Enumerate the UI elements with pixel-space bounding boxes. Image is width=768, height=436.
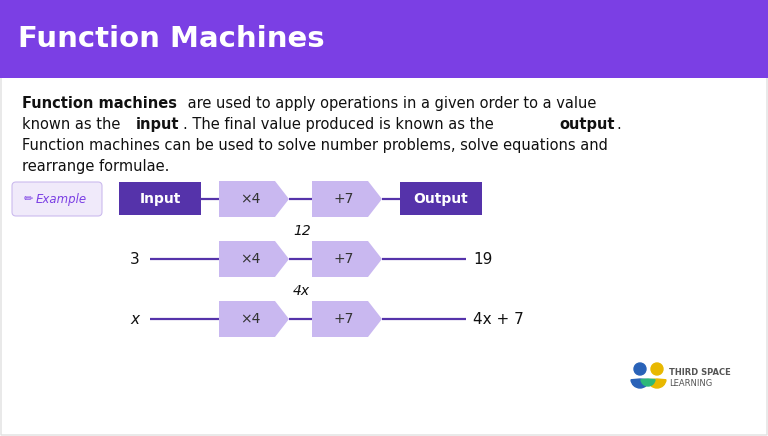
Text: Output: Output	[414, 192, 468, 206]
Text: . The final value produced is known as the: . The final value produced is known as t…	[183, 117, 498, 132]
Text: Function machines: Function machines	[22, 96, 177, 111]
Wedge shape	[631, 379, 649, 388]
Polygon shape	[219, 301, 289, 337]
Circle shape	[634, 363, 646, 375]
Circle shape	[651, 363, 663, 375]
Text: ×4: ×4	[240, 192, 260, 206]
Text: +7: +7	[333, 252, 354, 266]
Text: Function machines can be used to solve number problems, solve equations and: Function machines can be used to solve n…	[22, 138, 608, 153]
Text: LEARNING: LEARNING	[669, 378, 712, 388]
Wedge shape	[648, 379, 666, 388]
Text: +7: +7	[333, 192, 354, 206]
Text: Function Machines: Function Machines	[18, 25, 325, 53]
Text: 19: 19	[473, 252, 492, 266]
Text: 3: 3	[130, 252, 140, 266]
FancyBboxPatch shape	[12, 182, 102, 216]
Polygon shape	[312, 301, 382, 337]
Text: +7: +7	[333, 312, 354, 326]
Text: Example: Example	[36, 193, 87, 205]
Text: output: output	[559, 117, 614, 132]
Wedge shape	[641, 379, 655, 386]
Text: 4x + 7: 4x + 7	[473, 311, 524, 327]
Text: rearrange formulae.: rearrange formulae.	[22, 159, 170, 174]
Polygon shape	[219, 181, 289, 217]
Text: x: x	[131, 311, 140, 327]
FancyBboxPatch shape	[119, 183, 201, 215]
Text: .: .	[616, 117, 621, 132]
Text: Input: Input	[139, 192, 180, 206]
Text: THIRD SPACE: THIRD SPACE	[669, 368, 730, 377]
Text: ×4: ×4	[240, 252, 260, 266]
Polygon shape	[312, 241, 382, 277]
Polygon shape	[219, 241, 289, 277]
Text: ✏: ✏	[24, 194, 33, 204]
FancyBboxPatch shape	[0, 0, 768, 78]
Text: 4x: 4x	[293, 284, 310, 298]
Text: are used to apply operations in a given order to a value: are used to apply operations in a given …	[183, 96, 596, 111]
Text: input: input	[136, 117, 179, 132]
Text: known as the: known as the	[22, 117, 125, 132]
Text: 12: 12	[293, 224, 311, 238]
Text: ×4: ×4	[240, 312, 260, 326]
Polygon shape	[312, 181, 382, 217]
FancyBboxPatch shape	[400, 183, 482, 215]
